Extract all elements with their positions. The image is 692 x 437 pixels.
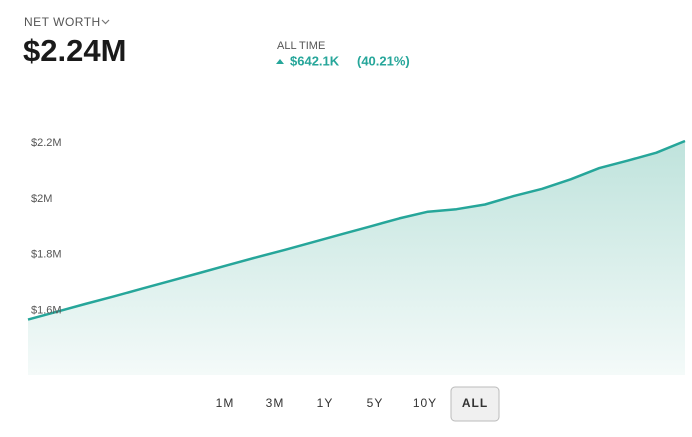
range-button[interactable]: 1M	[216, 396, 235, 410]
y-tick-label: $2M	[31, 193, 52, 205]
y-tick-label: $1.6M	[31, 305, 62, 317]
range-button[interactable]: 10Y	[413, 396, 437, 410]
range-button-selected[interactable]	[450, 386, 500, 422]
range-button[interactable]: 3M	[266, 396, 285, 410]
change-percent: (40.21%)	[357, 53, 410, 68]
line	[27, 139, 686, 321]
up-arrow	[276, 59, 284, 64]
period-label: ALL TIME	[277, 40, 325, 52]
area-fill	[28, 141, 685, 375]
y-tick-label: $2.2M	[31, 137, 62, 149]
dropdown-chevron[interactable]	[101, 19, 110, 25]
range-button[interactable]: 5Y	[367, 396, 384, 410]
y-tick-label: $1.8M	[31, 249, 62, 261]
header-title: NET WORTH	[24, 15, 101, 29]
header-value: $2.24M	[23, 33, 126, 68]
range-button[interactable]: 1Y	[317, 396, 334, 410]
change-value: $642.1K	[290, 53, 340, 68]
range-button[interactable]: ALL	[462, 396, 488, 410]
